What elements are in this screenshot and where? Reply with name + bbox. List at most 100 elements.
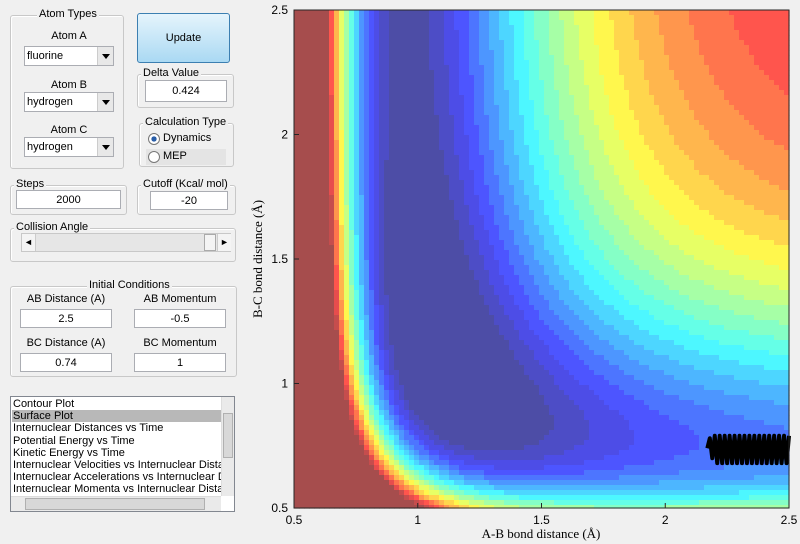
contour-cell [319, 365, 325, 371]
contour-cell [504, 420, 510, 426]
contour-cell [469, 270, 475, 276]
contour-cell [374, 160, 380, 166]
contour-cell [304, 25, 310, 31]
contour-cell [384, 260, 390, 266]
contour-cell [524, 220, 530, 226]
contour-cell [534, 240, 540, 246]
contour-cell [454, 225, 460, 231]
contour-cell [309, 210, 315, 216]
contour-cell [339, 205, 345, 211]
contour-cell [399, 120, 405, 126]
contour-cell [364, 185, 370, 191]
contour-cell [519, 80, 525, 86]
contour-cell [419, 110, 425, 116]
contour-cell [359, 215, 365, 221]
contour-cell [384, 135, 390, 141]
contour-cell [299, 500, 305, 506]
contour-cell [354, 160, 360, 166]
contour-cell [469, 465, 475, 471]
contour-cell [379, 390, 385, 396]
contour-cell [489, 490, 495, 496]
contour-cell [444, 215, 450, 221]
contour-cell [394, 145, 400, 151]
contour-cell [424, 195, 430, 201]
contour-cell [319, 435, 325, 441]
contour-cell [389, 35, 395, 41]
contour-cell [329, 235, 335, 241]
contour-cell [364, 325, 370, 331]
contour-cell [504, 90, 510, 96]
contour-cell [324, 265, 330, 271]
contour-cell [509, 10, 515, 16]
contour-cell [334, 215, 340, 221]
contour-cell [319, 165, 325, 171]
contour-cell [349, 100, 355, 106]
contour-cell [509, 85, 515, 91]
contour-cell [374, 25, 380, 31]
contour-cell [474, 160, 480, 166]
contour-cell [399, 395, 405, 401]
contour-cell [389, 135, 395, 141]
contour-cell [389, 90, 395, 96]
contour-cell [294, 430, 300, 436]
contour-cell [539, 145, 545, 151]
contour-cell [334, 280, 340, 286]
contour-cell [329, 345, 335, 351]
contour-cell [389, 310, 395, 316]
contour-cell [299, 215, 305, 221]
contour-cell [539, 330, 545, 336]
contour-cell [409, 15, 415, 21]
contour-cell [314, 215, 320, 221]
contour-cell [519, 405, 525, 411]
contour-cell [304, 470, 310, 476]
contour-cell [314, 490, 320, 496]
contour-cell [424, 355, 430, 361]
contour-cell [444, 60, 450, 66]
contour-cell [309, 375, 315, 381]
contour-cell [294, 240, 300, 246]
contour-cell [414, 170, 420, 176]
contour-cell [499, 400, 505, 406]
contour-cell [429, 295, 435, 301]
contour-cell [414, 250, 420, 256]
contour-cell [509, 150, 515, 156]
contour-cell [414, 470, 420, 476]
contour-cell [344, 45, 350, 51]
contour-cell [419, 475, 425, 481]
contour-cell [304, 400, 310, 406]
contour-cell [389, 125, 395, 131]
contour-cell [314, 35, 320, 41]
contour-cell [419, 305, 425, 311]
contour-cell [314, 95, 320, 101]
contour-cell [309, 155, 315, 161]
contour-cell [334, 440, 340, 446]
contour-cell [294, 250, 300, 256]
contour-cell [374, 85, 380, 91]
contour-cell [354, 195, 360, 201]
contour-cell [534, 100, 540, 106]
contour-cell [399, 245, 405, 251]
contour-cell [519, 255, 525, 261]
contour-cell [354, 240, 360, 246]
contour-cell [434, 480, 440, 486]
contour-cell [314, 330, 320, 336]
contour-cell [509, 100, 515, 106]
contour-cell [444, 105, 450, 111]
contour-cell [309, 430, 315, 436]
contour-cell [439, 240, 445, 246]
contour-cell [399, 115, 405, 121]
contour-cell [314, 375, 320, 381]
contour-cell [379, 470, 385, 476]
contour-cell [449, 375, 455, 381]
contour-cell [384, 465, 390, 471]
contour-cell [539, 380, 545, 386]
contour-cell [494, 345, 500, 351]
contour-cell [314, 20, 320, 26]
contour-cell [384, 180, 390, 186]
contour-cell [419, 460, 425, 466]
contour-cell [459, 435, 465, 441]
contour-cell [474, 465, 480, 471]
contour-cell [409, 125, 415, 131]
contour-cell [374, 330, 380, 336]
contour-cell [409, 460, 415, 466]
